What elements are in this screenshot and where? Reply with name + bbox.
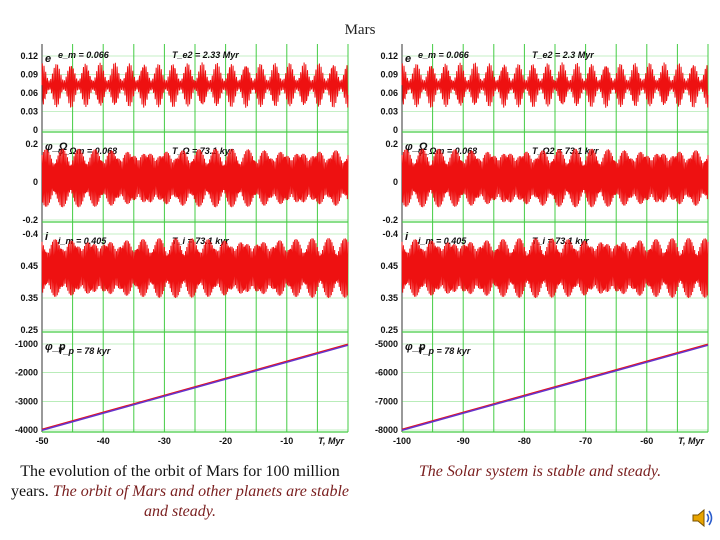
x-axis-label: T, Myr xyxy=(318,436,344,446)
series-line-e xyxy=(41,62,349,108)
chart-left-svg: 0.12 0.09 0.06 0.03 0 e e_m = 0.066 T_e2 = 2.33… xyxy=(15,44,349,446)
x-axis-label: T, Myr xyxy=(678,436,704,446)
panel-annotation: T_i = 73.1 kyr xyxy=(532,236,589,246)
panel-annotation: T_Ω = 73.1 kyr xyxy=(172,146,234,156)
y-tick-label: 0.03 xyxy=(380,107,398,117)
panel-annotation: T_p = 78 kyr xyxy=(58,346,111,356)
y-tick-label: 0.45 xyxy=(20,261,38,271)
series-line-i xyxy=(401,238,709,299)
panel-label-e: e xyxy=(405,53,411,65)
y-tick-label: 0.06 xyxy=(20,88,38,98)
x-tick-label: -40 xyxy=(97,436,110,446)
panel-label-e: e xyxy=(45,53,51,65)
y-tick-label: 0.03 xyxy=(20,107,38,117)
panel-annotation: φ_Ωm = 0.068 xyxy=(418,146,477,156)
series-line-phi-p xyxy=(41,343,349,431)
panel-label-phi_p: φ_p xyxy=(405,341,426,353)
x-tick-label: -20 xyxy=(219,436,232,446)
y-tick-label: -8000 xyxy=(375,425,398,435)
y-tick-label: -0.2 xyxy=(382,215,398,225)
y-tick-label: 0.06 xyxy=(380,88,398,98)
series-line-phi_omega xyxy=(41,148,349,208)
y-tick-label: -0.4 xyxy=(382,229,398,239)
x-tick-label: -30 xyxy=(158,436,171,446)
y-tick-label: -1000 xyxy=(15,339,38,349)
y-tick-label: 0.25 xyxy=(380,325,398,335)
panel-label-i: i xyxy=(45,231,49,243)
speaker-icon[interactable] xyxy=(690,506,714,530)
y-tick-label: 0.25 xyxy=(20,325,38,335)
panel-annotation: T_p = 78 kyr xyxy=(418,346,471,356)
x-tick-label: -90 xyxy=(457,436,470,446)
panel-annotation: T_i = 73.1 kyr xyxy=(172,236,229,246)
y-tick-label: 0 xyxy=(393,125,398,135)
series-line-phi-p-overlay xyxy=(401,343,709,430)
y-tick-label: 0 xyxy=(33,125,38,135)
chart-left-mars-0-50myr: 0.12 0.09 0.06 0.03 0 e e_m = 0.066 T_e2 = 2.33… xyxy=(0,36,360,456)
panel-label-i: i xyxy=(405,231,409,243)
series-line-e xyxy=(401,62,709,108)
y-tick-label: -2000 xyxy=(15,368,38,378)
y-tick-label: -6000 xyxy=(375,368,398,378)
panel-annotation: T_e2 = 2.33 Myr xyxy=(172,50,239,60)
y-tick-label: -7000 xyxy=(375,396,398,406)
y-tick-label: 0 xyxy=(33,177,38,187)
panel-annotation: e_m = 0.066 xyxy=(418,50,470,60)
chart-right-mars-50-100myr: 0.12 0.09 0.06 0.03 0 e e_m = 0.066 T_e2 = 2.3 … xyxy=(360,36,720,456)
y-tick-label: -3000 xyxy=(15,396,38,406)
x-tick-label: -80 xyxy=(518,436,531,446)
panel-annotation: φ_Ωm = 0.068 xyxy=(58,146,117,156)
y-tick-label: 0.09 xyxy=(380,70,398,80)
y-tick-label: 0.09 xyxy=(20,70,38,80)
y-tick-label: -5000 xyxy=(375,339,398,349)
x-tick-label: -50 xyxy=(35,436,48,446)
series-line-phi-p-overlay xyxy=(41,343,349,430)
y-tick-label: -0.4 xyxy=(22,229,38,239)
figure-title: Mars xyxy=(344,22,376,38)
caption-left-italic: The orbit of Mars and other planets are … xyxy=(52,483,350,520)
x-tick-label: -60 xyxy=(640,436,653,446)
y-tick-label: 0.12 xyxy=(380,51,398,61)
panel-annotation: i_m = 0.405 xyxy=(418,236,467,246)
series-line-phi_omega xyxy=(401,148,709,208)
y-tick-label: -4000 xyxy=(15,425,38,435)
y-tick-label: 0.2 xyxy=(385,139,398,149)
y-tick-label: -0.2 xyxy=(22,215,38,225)
caption-left: The evolution of the orbit of Mars for 1… xyxy=(6,462,354,522)
chart-right-svg: 0.12 0.09 0.06 0.03 0 e e_m = 0.066 T_e2 = 2.3 … xyxy=(375,44,709,446)
x-tick-label: -10 xyxy=(280,436,293,446)
caption-right: The Solar system is stable and steady. xyxy=(418,463,662,480)
y-tick-label: 0.12 xyxy=(20,51,38,61)
speaker-icon-graphic xyxy=(692,508,713,528)
y-tick-label: 0.35 xyxy=(380,293,398,303)
y-tick-label: 0 xyxy=(393,177,398,187)
panel-annotation: T_Ω2 = 73.1 kyr xyxy=(532,146,599,156)
series-line-phi-p xyxy=(401,343,709,431)
panel-annotation: i_m = 0.405 xyxy=(58,236,107,246)
y-tick-label: 0.45 xyxy=(380,261,398,271)
x-tick-label: -100 xyxy=(393,436,411,446)
caption-left-plain: The evolution of the orbit of Mars for 1… xyxy=(10,463,340,500)
y-tick-label: 0.2 xyxy=(25,139,38,149)
x-tick-label: -70 xyxy=(579,436,592,446)
series-line-i xyxy=(41,238,349,299)
panel-annotation: T_e2 = 2.3 Myr xyxy=(532,50,594,60)
panel-label-phi_p: φ_p xyxy=(45,341,66,353)
y-tick-label: 0.35 xyxy=(20,293,38,303)
panel-annotation: e_m = 0.066 xyxy=(58,50,110,60)
